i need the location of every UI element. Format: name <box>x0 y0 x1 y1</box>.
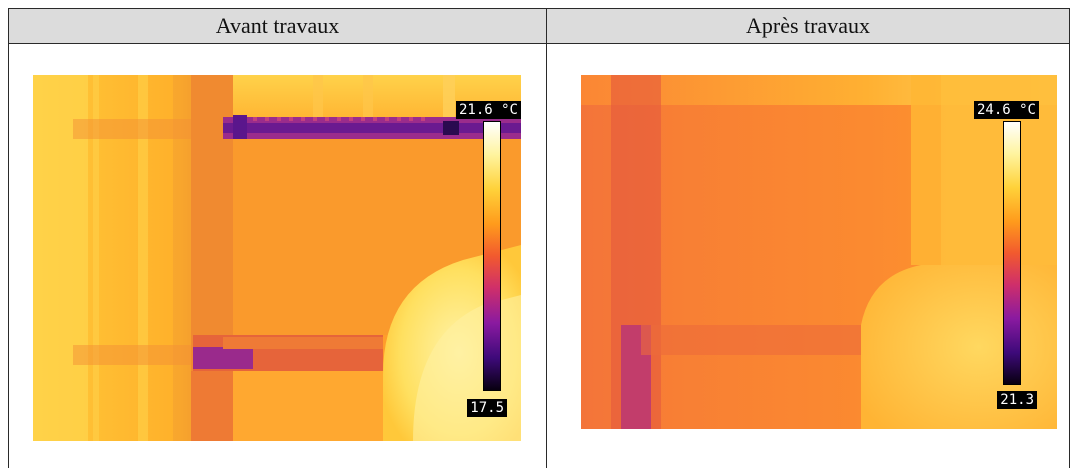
panel-after: Après travaux <box>547 9 1069 468</box>
color-scale-bar-after <box>1003 121 1021 385</box>
thermal-image-before: 21.6 °C 17.5 <box>33 75 521 441</box>
panel-before-title: Avant travaux <box>9 9 546 44</box>
comparison-table: Avant travaux <box>8 8 1070 468</box>
thermal-image-after: 24.6 °C 21.3 <box>581 75 1057 429</box>
color-scale-bar-before <box>483 121 501 391</box>
scale-min-label-before: 17.5 <box>467 399 507 417</box>
scale-min-label-after: 21.3 <box>997 391 1037 409</box>
panel-after-title: Après travaux <box>547 9 1069 44</box>
scale-max-label-before: 21.6 °C <box>455 101 521 119</box>
panel-before: Avant travaux <box>9 9 547 468</box>
scale-max-label-after: 24.6 °C <box>973 101 1039 119</box>
